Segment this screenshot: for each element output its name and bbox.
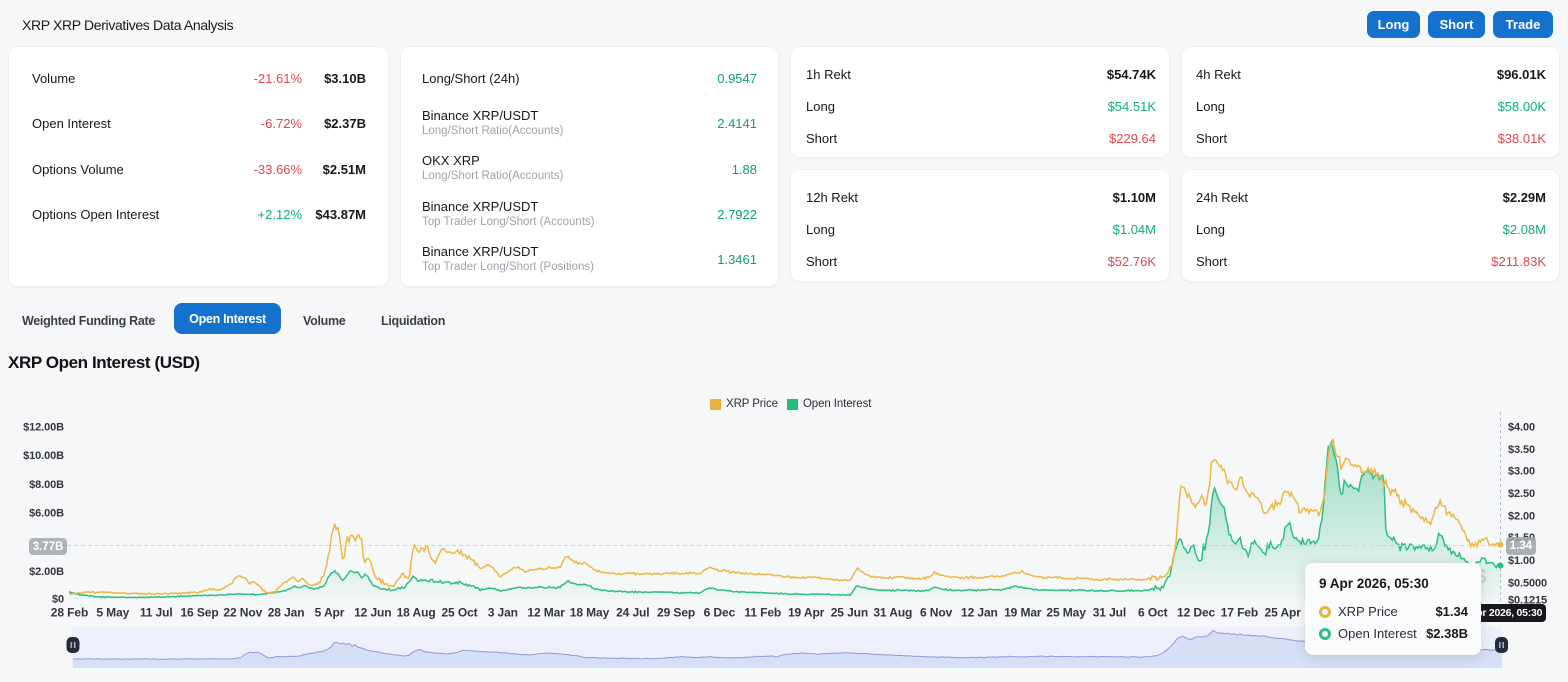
svg-text:11 Jul: 11 Jul <box>140 606 173 620</box>
svg-text:$0: $0 <box>52 594 64 606</box>
svg-text:$3.50: $3.50 <box>1508 444 1535 456</box>
svg-text:18 May: 18 May <box>570 606 610 620</box>
svg-text:17 Feb: 17 Feb <box>1221 606 1258 620</box>
svg-text:$0.5000: $0.5000 <box>1508 578 1547 590</box>
svg-text:$2.50: $2.50 <box>1508 488 1535 500</box>
svg-text:16 Sep: 16 Sep <box>180 606 218 620</box>
svg-text:$4.00: $4.00 <box>1508 422 1535 434</box>
svg-text:$6.00B: $6.00B <box>29 508 64 520</box>
svg-text:25 Oct: 25 Oct <box>441 606 477 620</box>
svg-text:18 Aug: 18 Aug <box>397 606 436 620</box>
svg-text:$2.00B: $2.00B <box>29 566 64 578</box>
svg-text:28 Feb: 28 Feb <box>51 606 88 620</box>
svg-text:$2.00: $2.00 <box>1508 511 1535 523</box>
svg-text:$8.00B: $8.00B <box>29 479 64 491</box>
svg-text:22 Nov: 22 Nov <box>223 606 262 620</box>
svg-text:$12.00B: $12.00B <box>23 422 64 434</box>
svg-text:5 May: 5 May <box>96 606 129 620</box>
svg-text:25 Jun: 25 Jun <box>831 606 868 620</box>
svg-text:31 Jul: 31 Jul <box>1093 606 1126 620</box>
svg-text:19 Apr: 19 Apr <box>788 606 825 620</box>
svg-text:6 Oct: 6 Oct <box>1138 606 1168 620</box>
svg-text:12 Jun: 12 Jun <box>354 606 391 620</box>
svg-text:6 Nov: 6 Nov <box>920 606 953 620</box>
svg-text:6 Dec: 6 Dec <box>704 606 736 620</box>
svg-text:$10.00B: $10.00B <box>23 450 64 462</box>
svg-text:25 Apr: 25 Apr <box>1265 606 1302 620</box>
svg-text:12 Jan: 12 Jan <box>961 606 998 620</box>
svg-text:24 Jul: 24 Jul <box>616 606 649 620</box>
svg-text:19 Mar: 19 Mar <box>1004 606 1042 620</box>
svg-text:31 Aug: 31 Aug <box>873 606 912 620</box>
svg-text:$0.1215: $0.1215 <box>1508 595 1547 607</box>
svg-text:12 Dec: 12 Dec <box>1177 606 1216 620</box>
svg-text:25 May: 25 May <box>1046 606 1086 620</box>
svg-text:12 Mar: 12 Mar <box>527 606 565 620</box>
svg-text:11 Feb: 11 Feb <box>744 606 781 620</box>
svg-text:29 Sep: 29 Sep <box>657 606 695 620</box>
svg-text:3 Jan: 3 Jan <box>488 606 518 620</box>
svg-text:$1.00: $1.00 <box>1508 555 1535 567</box>
svg-text:$3.00: $3.00 <box>1508 466 1535 478</box>
svg-text:5 Apr: 5 Apr <box>315 606 345 620</box>
svg-text:28 Jan: 28 Jan <box>268 606 305 620</box>
